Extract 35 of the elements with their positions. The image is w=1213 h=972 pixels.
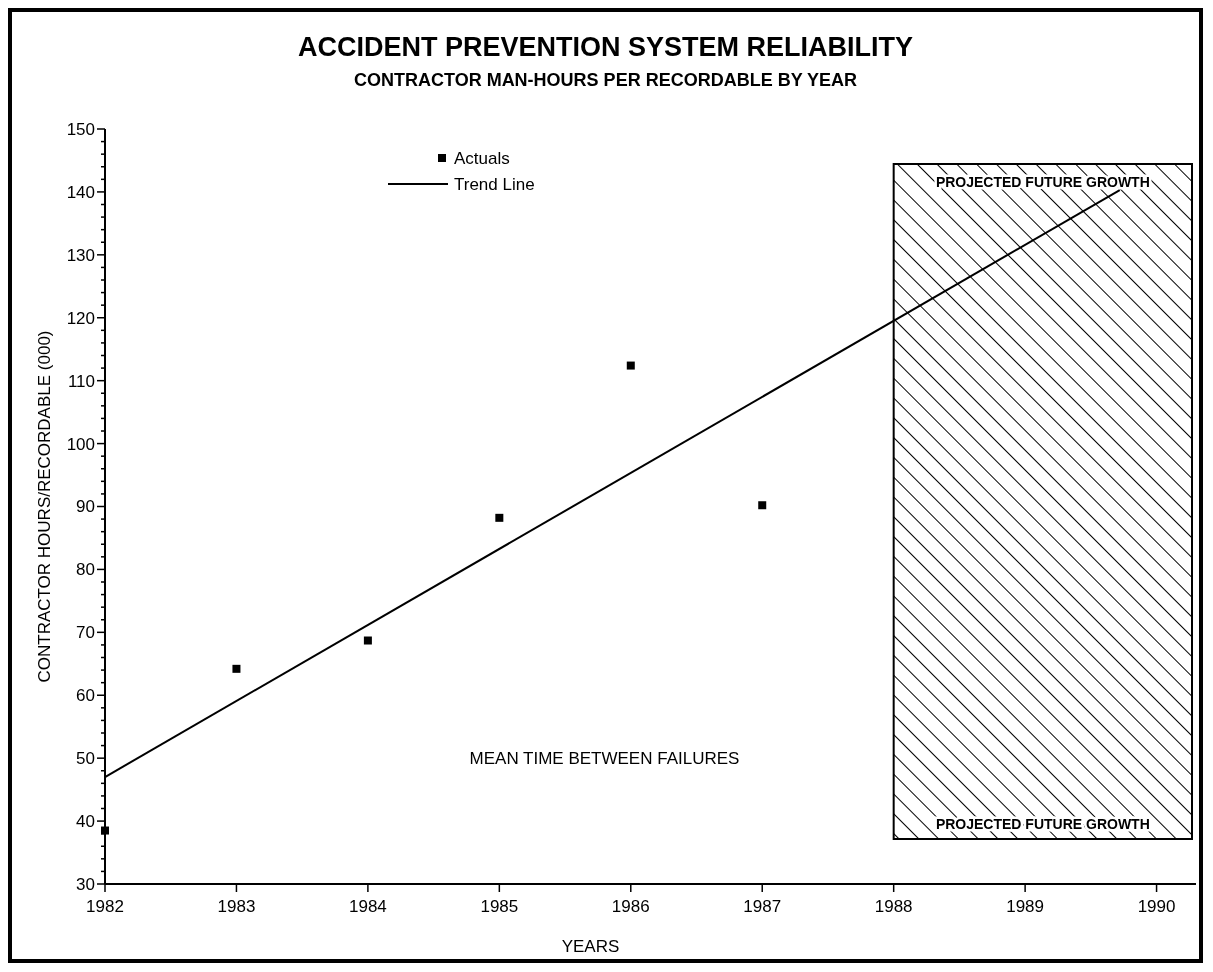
y-tick-label: 90: [76, 497, 95, 517]
y-tick-label: 80: [76, 560, 95, 580]
x-tick-label: 1990: [1137, 897, 1176, 916]
chart-subtitle: CONTRACTOR MAN-HOURS PER RECORDABLE BY YEAR: [353, 70, 858, 90]
y-tick-label: 140: [66, 182, 95, 202]
y-axis-title: CONTRACTOR HOURS/RECORDABLE (000): [35, 330, 54, 683]
annotation: MEAN TIME BETWEEN FAILURES: [469, 749, 740, 768]
x-tick-label: 1987: [743, 897, 782, 916]
x-tick-label: 1984: [348, 897, 387, 916]
y-tick-label: 60: [76, 686, 95, 706]
y-tick-label: 100: [66, 434, 95, 454]
point: [758, 501, 767, 510]
x-axis-title: YEARS: [561, 937, 620, 956]
y-tick-label: 50: [76, 749, 95, 769]
x-tick-label: 1986: [611, 897, 650, 916]
y-tick-label: 130: [66, 245, 95, 265]
y-tick-label: 30: [76, 874, 95, 894]
y-tick-label: 70: [76, 623, 95, 643]
legend-label: Trend Line: [454, 174, 535, 194]
point: [232, 664, 241, 673]
point: [101, 826, 109, 835]
point: [626, 361, 635, 370]
point: [363, 636, 372, 645]
y-tick-label: 120: [66, 308, 95, 328]
chart-title: ACCIDENT PREVENTION SYSTEM RELIABILITY: [297, 32, 914, 62]
x-tick-label: 1983: [217, 897, 256, 916]
legend-label: Actuals: [454, 148, 510, 168]
x-tick-label: 1985: [480, 897, 519, 916]
y-tick-label: 110: [67, 371, 95, 391]
y-tick-label: 150: [66, 119, 95, 139]
y-tick-label: 40: [76, 812, 95, 832]
x-tick-label: 1988: [874, 897, 913, 916]
x-tick-label: 1989: [1006, 897, 1045, 916]
point: [495, 513, 504, 522]
x-tick-label: 1982: [86, 897, 124, 916]
